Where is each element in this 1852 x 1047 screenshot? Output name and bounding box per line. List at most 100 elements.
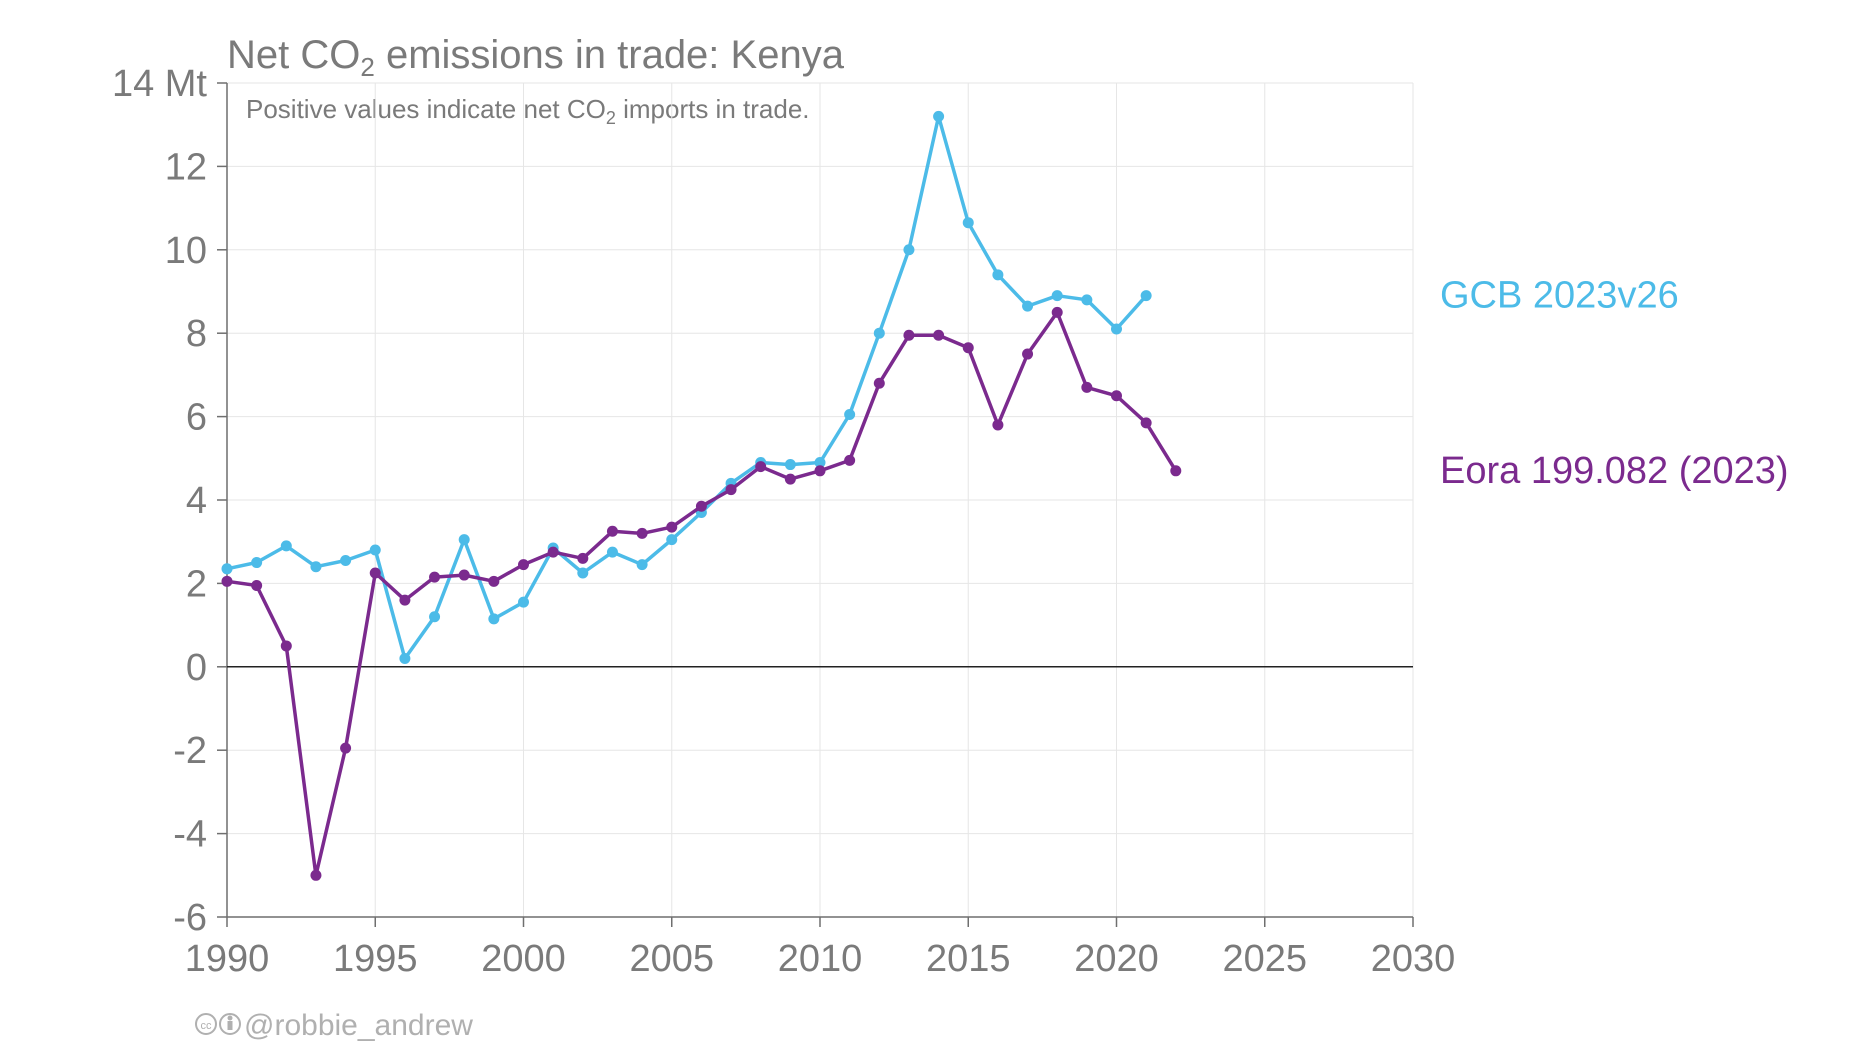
data-point [518, 596, 529, 608]
data-point [814, 465, 826, 477]
data-point [280, 540, 292, 552]
data-point [873, 377, 885, 389]
data-point [784, 459, 796, 471]
data-point [933, 110, 945, 122]
data-point [340, 742, 352, 754]
data-point [784, 473, 796, 485]
data-point [251, 557, 263, 569]
x-tick-label: 1995 [333, 938, 418, 980]
legend-label-0: GCB 2023v26 [1440, 275, 1679, 317]
data-point [251, 579, 263, 591]
data-point [1051, 290, 1063, 302]
data-point [1140, 417, 1152, 429]
cc-by-icon: cc [195, 1013, 241, 1035]
data-point [725, 484, 737, 496]
y-tick-label: -2 [173, 730, 207, 772]
x-tick-label: 2010 [778, 938, 863, 980]
data-point [1022, 300, 1034, 312]
data-point [547, 546, 559, 558]
data-point [1051, 306, 1063, 318]
chart-title-post: emissions in trade: Kenya [375, 33, 845, 77]
data-point [577, 552, 589, 564]
data-point [636, 559, 648, 571]
data-point [310, 561, 322, 573]
chart-subtitle-sub: 2 [606, 108, 616, 128]
y-tick-label: 6 [186, 397, 207, 439]
data-point [606, 546, 618, 558]
data-point [488, 575, 500, 587]
data-point [933, 329, 945, 341]
data-point [1111, 323, 1122, 335]
data-point [429, 611, 441, 623]
credit: cc @robbie_andrew [195, 1009, 473, 1042]
y-tick-label: 2 [186, 563, 207, 605]
data-point [458, 534, 470, 546]
data-point [962, 217, 974, 229]
data-point [1170, 465, 1182, 477]
data-point [903, 329, 915, 341]
x-tick-label: 2015 [926, 938, 1011, 980]
data-point [1081, 381, 1093, 393]
series-lines [221, 110, 1182, 881]
data-point [1111, 390, 1122, 402]
data-point [992, 269, 1004, 281]
data-point [310, 869, 322, 881]
y-tick-label: 12 [165, 146, 207, 188]
chart-subtitle: Positive values indicate net CO2 imports… [246, 94, 810, 128]
x-tick-label: 2005 [629, 938, 714, 980]
chart-title: Net CO2 emissions in trade: Kenya [227, 33, 845, 82]
legend-label-1: Eora 199.082 (2023) [1440, 450, 1789, 492]
y-tick-label: 14 Mt [112, 63, 207, 105]
data-point [280, 640, 292, 652]
data-point [873, 327, 885, 339]
x-tick-label: 2020 [1074, 938, 1159, 980]
y-tick-label: 4 [186, 480, 207, 522]
data-point [1081, 294, 1093, 306]
data-point [399, 652, 411, 664]
axes: -6 -4 -2 0 2 4 6 8 10 12 14 Mt 1990 1995 2000 2005 2010… [112, 63, 1455, 980]
chart-subtitle-post: imports in trade. [616, 94, 810, 124]
credit-handle: @robbie_andrew [244, 1009, 473, 1042]
legend: GCB 2023v26 Eora 199.082 (2023) [1440, 275, 1789, 492]
data-point [606, 525, 618, 537]
data-point [340, 554, 352, 566]
y-tick-label: 0 [186, 647, 207, 689]
y-tick-label: 10 [165, 230, 207, 272]
series-line-0 [225, 114, 1148, 661]
data-point [844, 409, 856, 421]
data-point [814, 456, 826, 468]
chart-title-pre: Net CO [227, 33, 360, 77]
data-point [221, 563, 233, 575]
data-point [429, 571, 441, 583]
data-point [369, 567, 381, 579]
x-tick-label: 2030 [1371, 938, 1456, 980]
y-tick-label: 8 [186, 313, 207, 355]
data-point [992, 419, 1004, 431]
svg-text:cc: cc [201, 1020, 213, 1032]
data-point [577, 567, 589, 579]
data-point [369, 544, 381, 556]
gridlines [227, 82, 1414, 918]
data-point [755, 461, 767, 473]
data-point [666, 521, 678, 533]
x-tick-label: 1990 [185, 938, 270, 980]
x-tick-label: 2025 [1222, 938, 1307, 980]
series-line-1 [225, 310, 1178, 878]
data-point [1022, 348, 1034, 360]
data-point [695, 500, 707, 512]
data-point [221, 575, 233, 587]
y-tick-label: -4 [173, 814, 207, 856]
chart-subtitle-pre: Positive values indicate net CO [246, 94, 606, 124]
y-tick-label: -6 [173, 897, 207, 939]
data-point [844, 454, 856, 466]
data-point [399, 594, 411, 606]
data-point [666, 534, 678, 546]
data-point [1140, 290, 1152, 302]
chart-title-sub: 2 [360, 52, 374, 82]
data-point [636, 527, 648, 539]
data-point [962, 342, 974, 354]
data-point [488, 613, 500, 625]
data-point [518, 559, 529, 571]
